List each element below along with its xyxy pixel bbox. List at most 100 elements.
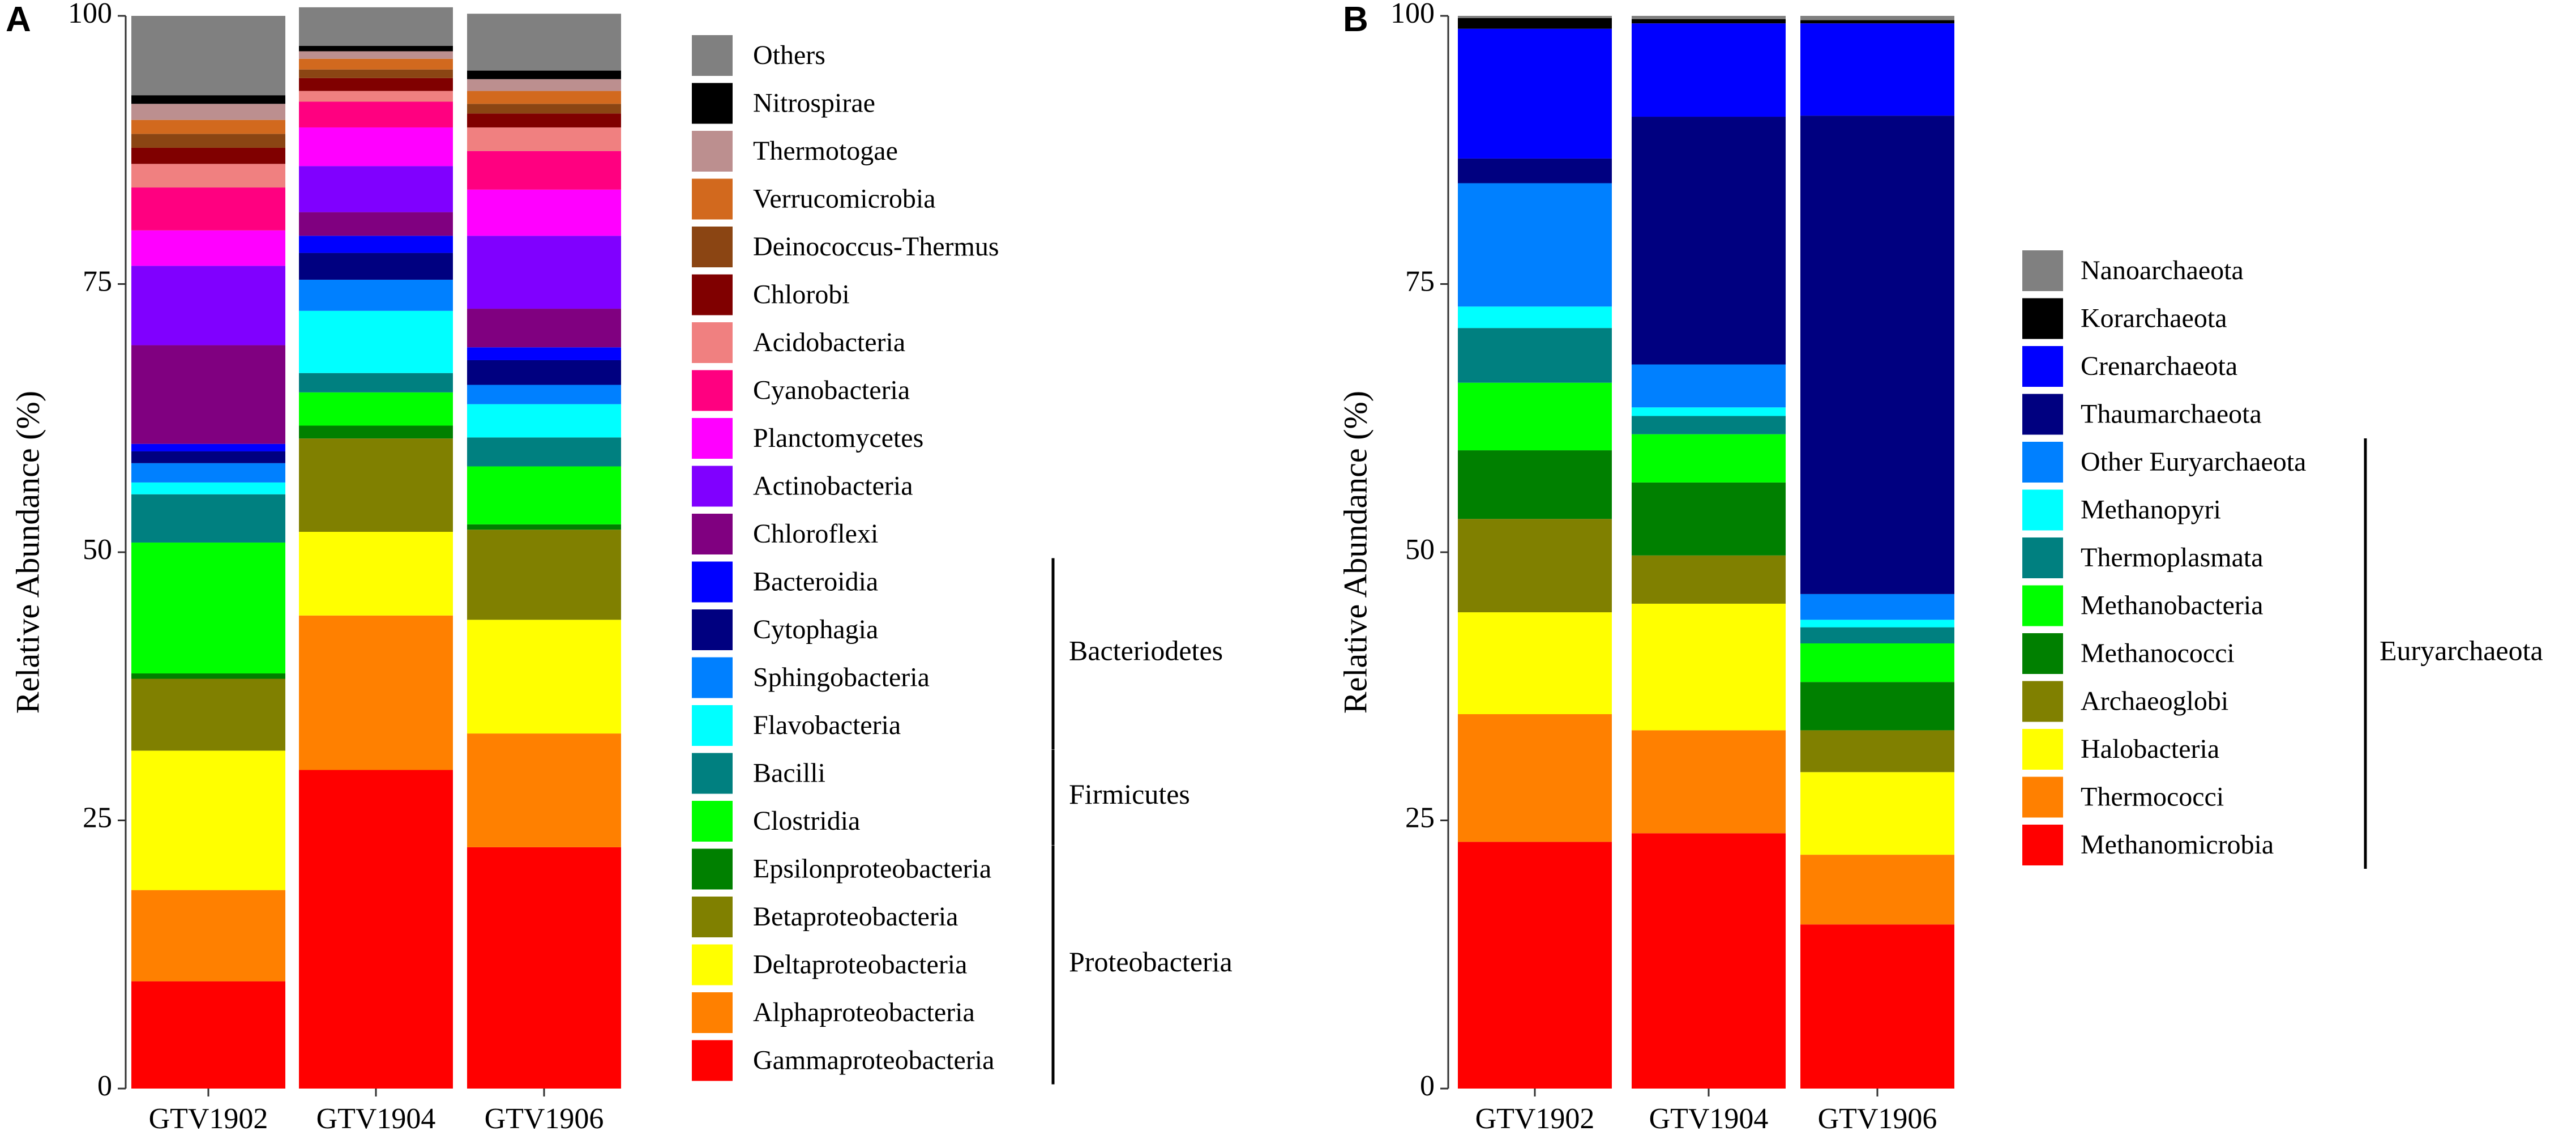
legend-swatch-deinococcus-thermus: [692, 227, 733, 267]
legend-label-betaproteobacteria: Betaproteobacteria: [753, 902, 958, 932]
bar-segment-gtv1906-archaeoglobi: [1800, 730, 1954, 773]
bar-segment-gtv1906-gammaproteobacteria: [467, 847, 621, 1089]
y-tick-label: 75: [1405, 265, 1435, 297]
bar-segment-gtv1902-halobacteria: [1458, 612, 1612, 714]
bar-segment-gtv1902-thermococci: [1458, 714, 1612, 842]
legend-label-thermotogae: Thermotogae: [753, 136, 898, 166]
bar-segment-gtv1904-nitrospirae: [299, 46, 453, 52]
bar-segment-gtv1906-other-euryarchaeota: [1800, 594, 1954, 620]
legend-label-archaeoglobi: Archaeoglobi: [2081, 686, 2228, 716]
legend-swatch-korarchaeota: [2022, 298, 2063, 339]
y-tick-label: 75: [83, 265, 112, 297]
bar-segment-gtv1902-methanomicrobia: [1458, 842, 1612, 1089]
legend-swatch-thermotogae: [692, 131, 733, 172]
legend-label-thermococci: Thermococci: [2081, 782, 2224, 812]
legend-label-actinobacteria: Actinobacteria: [753, 471, 913, 501]
bar-segment-gtv1904-bacteroidia: [299, 236, 453, 253]
legend-label-chlorobi: Chlorobi: [753, 280, 850, 310]
bar-segment-gtv1906-planctomycetes: [467, 189, 621, 236]
legend-swatch-chlorobi: [692, 274, 733, 315]
bar-segment-gtv1906-clostridia: [467, 466, 621, 524]
bar-segment-gtv1902-acidobacteria: [131, 164, 285, 188]
bar-segment-gtv1904-thermococci: [1632, 730, 1786, 834]
legend-swatch-verrucomicrobia: [692, 178, 733, 220]
bar-segment-gtv1902-bacilli: [131, 494, 285, 543]
y-axis-title: Relative Abundance (%): [9, 391, 46, 714]
bar-segment-gtv1902-archaeoglobi: [1458, 519, 1612, 613]
legend-label-methanomicrobia: Methanomicrobia: [2081, 830, 2274, 860]
x-tick-label: GTV1904: [316, 1103, 436, 1135]
bar-segment-gtv1904-alphaproteobacteria: [299, 615, 453, 770]
y-tick-label: 25: [83, 801, 112, 834]
legend-label-sphingobacteria: Sphingobacteria: [753, 663, 930, 693]
legend-swatch-cyanobacteria: [692, 370, 733, 411]
legend-group-label: Proteobacteria: [1069, 946, 1233, 978]
bar-segment-gtv1902-methanobacteria: [1458, 382, 1612, 451]
bar-segment-gtv1906-nanoarchaeota: [1800, 16, 1954, 20]
bar-segment-gtv1904-cyanobacteria: [299, 101, 453, 127]
y-tick-label: 100: [1390, 0, 1435, 29]
legend-label-bacilli: Bacilli: [753, 758, 825, 788]
legend-swatch-archaeoglobi: [2022, 681, 2063, 722]
bar-segment-gtv1902-crenarchaeota: [1458, 28, 1612, 159]
legend-label-clostridia: Clostridia: [753, 806, 860, 836]
x-tick-label: GTV1902: [149, 1103, 268, 1135]
bar-segment-gtv1906-bacteroidia: [467, 347, 621, 360]
legend-swatch-cytophagia: [692, 609, 733, 650]
bar-segment-gtv1902-thermoplasmata: [1458, 328, 1612, 383]
bar-segment-gtv1904-deltaproteobacteria: [299, 532, 453, 616]
bar-segment-gtv1906-crenarchaeota: [1800, 23, 1954, 116]
legend-label-others: Others: [753, 40, 825, 70]
bar-segment-gtv1906-verrucomicrobia: [467, 91, 621, 104]
bar-segment-gtv1906-thermoplasmata: [1800, 627, 1954, 643]
legend-label-planctomycetes: Planctomycetes: [753, 423, 923, 453]
legend-label-other-euryarchaeota: Other Euryarchaeota: [2081, 447, 2306, 477]
legend-swatch-methanobacteria: [2022, 585, 2063, 626]
legend-label-cyanobacteria: Cyanobacteria: [753, 376, 910, 406]
legend-label-flavobacteria: Flavobacteria: [753, 710, 901, 740]
bar-segment-gtv1904-cytophagia: [299, 253, 453, 280]
bar-segment-gtv1906-bacilli: [467, 437, 621, 467]
bar-segment-gtv1904-nanoarchaeota: [1632, 16, 1786, 19]
legend-swatch-other-euryarchaeota: [2022, 442, 2063, 483]
legend-swatch-bacilli: [692, 753, 733, 794]
bar-segment-gtv1906-chloroflexi: [467, 309, 621, 348]
legend-swatch-clostridia: [692, 801, 733, 842]
bar-segment-gtv1902-verrucomicrobia: [131, 120, 285, 134]
bar-segment-gtv1906-epsilonproteobacteria: [467, 524, 621, 530]
bar-segment-gtv1904-methanopyri: [1632, 407, 1786, 416]
legend-swatch-thermoplasmata: [2022, 537, 2063, 578]
bar-segment-gtv1904-methanococci: [1632, 482, 1786, 556]
bar-segment-gtv1904-sphingobacteria: [299, 279, 453, 311]
bar-segment-gtv1906-cytophagia: [467, 360, 621, 385]
bar-segment-gtv1902-deltaproteobacteria: [131, 750, 285, 890]
y-tick-label: 0: [1420, 1070, 1435, 1102]
legend-label-cytophagia: Cytophagia: [753, 615, 878, 645]
legend-label-methanopyri: Methanopyri: [2081, 495, 2221, 525]
bar-segment-gtv1902-nitrospirae: [131, 95, 285, 104]
bar-segment-gtv1904-deinococcus-thermus: [299, 69, 453, 78]
legend-label-halobacteria: Halobacteria: [2081, 734, 2219, 764]
bar-segment-gtv1902-cyanobacteria: [131, 187, 285, 231]
legend-label-thaumarchaeota: Thaumarchaeota: [2081, 399, 2262, 429]
bar-segment-gtv1906-korarchaeota: [1800, 20, 1954, 24]
bar-segment-gtv1902-thermotogae: [131, 104, 285, 120]
legend-swatch-methanopyri: [2022, 489, 2063, 531]
legend-label-bacteroidia: Bacteroidia: [753, 567, 878, 597]
bar-segment-gtv1906-others: [467, 14, 621, 71]
bar-segment-gtv1906-cyanobacteria: [467, 151, 621, 190]
legend-label-nanoarchaeota: Nanoarchaeota: [2081, 255, 2244, 285]
legend-swatch-planctomycetes: [692, 418, 733, 459]
bar-segment-gtv1902-sphingobacteria: [131, 463, 285, 483]
bar-segment-gtv1902-flavobacteria: [131, 482, 285, 494]
legend-label-nitrospirae: Nitrospirae: [753, 88, 875, 118]
bar-segment-gtv1906-betaproteobacteria: [467, 530, 621, 620]
legend-label-acidobacteria: Acidobacteria: [753, 327, 905, 357]
legend-swatch-halobacteria: [2022, 729, 2063, 770]
bar-segment-gtv1904-chlorobi: [299, 78, 453, 91]
legend-label-verrucomicrobia: Verrucomicrobia: [753, 184, 936, 214]
bar-segment-gtv1904-planctomycetes: [299, 127, 453, 167]
bar-segment-gtv1902-others: [131, 16, 285, 96]
bar-segment-gtv1902-thaumarchaeota: [1458, 158, 1612, 184]
legend-group-label: Bacteriodetes: [1069, 635, 1223, 667]
